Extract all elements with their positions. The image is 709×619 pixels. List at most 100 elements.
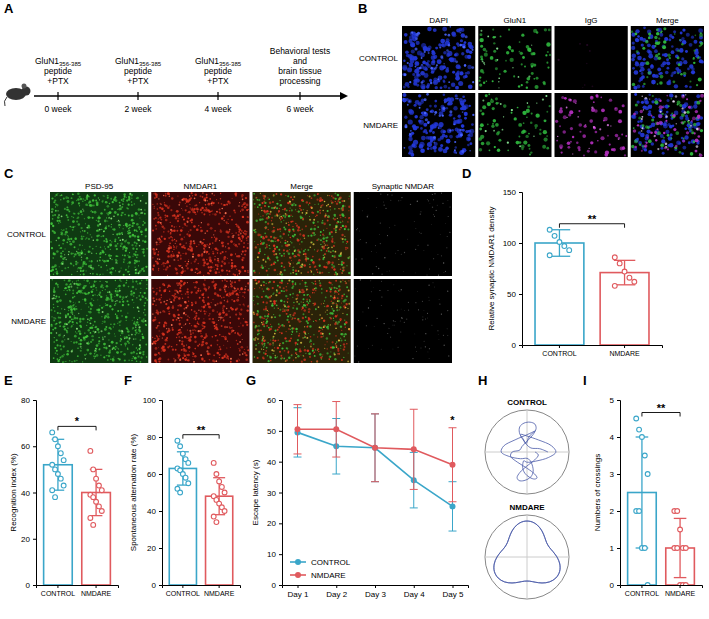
- stain-spot: [523, 140, 527, 144]
- stain-spot: [524, 66, 526, 68]
- stain-spot: [536, 31, 538, 33]
- stain-spot: [480, 33, 483, 36]
- stain-spot: [690, 129, 692, 131]
- stain-spot: [247, 271, 248, 272]
- stain-spot: [80, 227, 82, 229]
- stain-spot: [102, 259, 103, 260]
- stain-spot: [700, 42, 703, 45]
- stain-spot: [547, 51, 549, 53]
- stain-spot: [90, 217, 91, 218]
- stain-spot: [596, 95, 599, 98]
- stain-spot: [624, 154, 626, 156]
- stain-spot: [680, 32, 683, 35]
- stain-spot: [430, 82, 432, 84]
- stain-spot: [662, 45, 666, 49]
- stain-spot: [545, 95, 547, 97]
- stain-spot: [65, 196, 68, 199]
- stain-spot: [408, 100, 410, 102]
- stain-spot: [435, 47, 438, 50]
- stain-spot: [115, 261, 117, 263]
- stain-spot: [420, 84, 425, 89]
- stain-spot: [643, 105, 647, 109]
- stain-spot: [67, 267, 69, 269]
- stain-spot: [141, 234, 142, 235]
- stain-spot: [98, 217, 101, 220]
- stain-spot: [666, 111, 669, 114]
- stain-spot: [499, 73, 501, 75]
- stain-spot: [665, 115, 667, 117]
- stain-spot: [184, 236, 185, 237]
- stain-spot: [635, 33, 638, 36]
- stain-spot: [85, 263, 87, 265]
- stain-spot: [467, 65, 471, 69]
- stain-spot: [153, 193, 154, 194]
- stain-spot: [663, 137, 665, 139]
- stain-spot: [482, 105, 486, 109]
- stain-spot: [461, 33, 465, 37]
- stain-spot: [107, 260, 109, 262]
- stain-spot: [79, 196, 81, 198]
- stain-spot: [439, 46, 441, 48]
- stain-spot: [110, 258, 111, 259]
- stain-spot: [666, 58, 669, 61]
- stain-spot: [643, 83, 645, 85]
- stain-spot: [213, 266, 214, 267]
- stain-spot: [96, 203, 99, 206]
- stain-spot: [153, 253, 155, 255]
- stain-spot: [104, 240, 105, 241]
- stain-spot: [646, 129, 650, 133]
- stain-spot: [92, 248, 94, 250]
- stain-spot: [177, 220, 179, 222]
- stain-spot: [634, 93, 637, 96]
- stain-spot: [118, 271, 120, 273]
- stain-spot: [74, 213, 75, 214]
- stain-spot: [478, 79, 480, 81]
- stain-spot: [109, 211, 112, 214]
- stain-spot: [53, 232, 56, 235]
- stain-spot: [526, 81, 529, 84]
- stain-spot: [641, 95, 643, 97]
- stain-spot: [618, 110, 622, 114]
- stain-spot: [206, 244, 208, 246]
- stain-spot: [111, 226, 112, 227]
- stain-spot: [424, 98, 427, 101]
- stain-spot: [692, 116, 696, 120]
- stain-spot: [83, 261, 85, 263]
- stain-spot: [689, 43, 693, 47]
- stain-spot: [632, 53, 637, 58]
- stain-spot: [444, 102, 446, 104]
- stain-spot: [459, 71, 463, 75]
- stain-spot: [201, 212, 203, 214]
- stain-spot: [244, 254, 246, 256]
- stain-spot: [158, 244, 159, 245]
- stain-spot: [516, 141, 520, 145]
- stain-spot: [587, 150, 590, 153]
- stain-spot: [440, 39, 445, 44]
- stain-spot: [689, 86, 692, 89]
- stain-spot: [168, 245, 170, 247]
- stain-spot: [160, 219, 162, 221]
- stain-spot: [106, 240, 108, 242]
- stain-spot: [686, 131, 689, 134]
- stain-spot: [546, 111, 548, 113]
- stain-spot: [200, 195, 202, 197]
- stain-spot: [639, 144, 641, 146]
- stain-spot: [125, 224, 127, 226]
- stain-spot: [472, 114, 474, 116]
- stain-spot: [420, 53, 425, 58]
- column-header: DAPI: [429, 16, 448, 25]
- stain-spot: [526, 45, 530, 49]
- stain-spot: [55, 194, 57, 196]
- stain-spot: [493, 130, 495, 132]
- stain-spot: [664, 53, 668, 57]
- stain-spot: [632, 83, 635, 86]
- stain-spot: [463, 46, 466, 49]
- stain-spot: [539, 132, 542, 135]
- stain-spot: [211, 248, 212, 249]
- stain-spot: [479, 128, 482, 131]
- stain-spot: [113, 234, 114, 235]
- stain-spot: [71, 216, 72, 217]
- stain-spot: [90, 265, 92, 267]
- stain-spot: [128, 256, 131, 259]
- stain-spot: [53, 201, 55, 203]
